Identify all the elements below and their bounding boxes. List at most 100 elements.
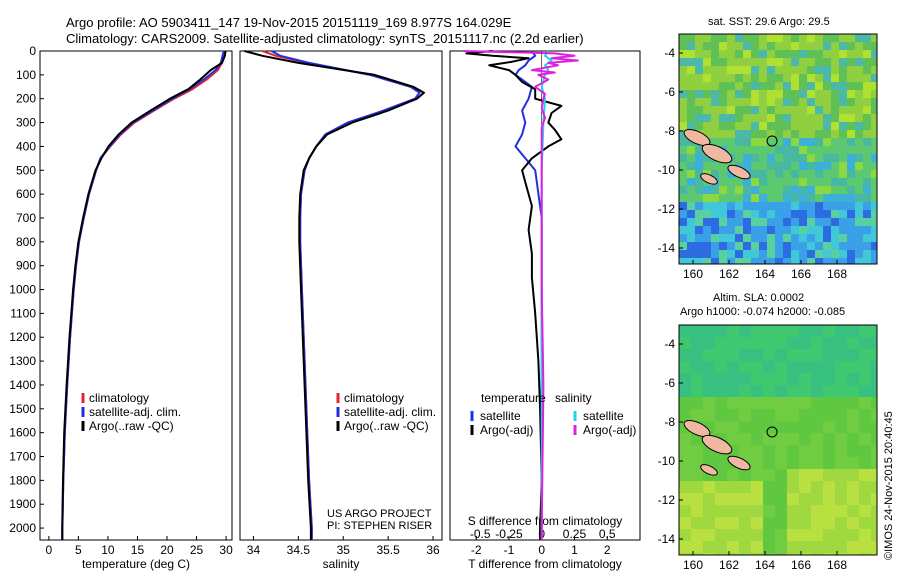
island-shape: [701, 143, 733, 164]
depth-tick-label: 600: [16, 187, 36, 201]
map-ytick-label: -10: [658, 163, 676, 177]
difference-profile-xtick-label: 0: [538, 543, 545, 557]
depth-tick-label: 1600: [9, 426, 36, 440]
map-ytick-label: -6: [664, 376, 675, 390]
temperature-profile-xlabel: temperature (deg C): [82, 557, 190, 571]
map-ytick-label: -4: [664, 46, 675, 60]
temperature-profile-frame: [39, 50, 233, 541]
profile-title: Argo profile: AO 5903411_147 19-Nov-2015…: [66, 15, 512, 30]
map-xtick-label: 164: [755, 267, 775, 281]
depth-tick-label: 1800: [9, 473, 36, 487]
salinity-profile-frame: [239, 50, 443, 541]
salinity-diff-tick-label: -0.5: [470, 527, 491, 541]
map-xtick-label: 162: [719, 558, 739, 572]
map-ytick-label: -12: [658, 493, 676, 507]
map-ytick-label: -12: [658, 202, 676, 216]
sla-map-subtitle: Argo h1000: -0.074 h2000: -0.085: [680, 306, 846, 318]
diff-legend-label: satellite: [480, 409, 521, 423]
map-xtick-label: 164: [755, 558, 775, 572]
temperature-profile-series-argo: [61, 50, 227, 540]
diff-legend-label: Argo(-adj): [583, 423, 636, 437]
sst-map-frame: [678, 33, 878, 265]
diff-legend-label: satellite: [583, 409, 624, 423]
map-ytick-label: -8: [664, 124, 675, 138]
difference-profile-xtick-label: -1: [504, 543, 515, 557]
sst-map: 160 162 164 166 168 -4 -6 -8 -10 -12 -14: [658, 33, 878, 281]
map-xtick-label: 168: [827, 558, 847, 572]
temperature-profile-series-climatology: [61, 50, 226, 540]
salinity-profile-xtick-label: 35: [337, 543, 351, 557]
depth-tick-label: 500: [16, 163, 36, 177]
difference-profile-series-temperature-satellite: [514, 50, 543, 540]
salinity-profile-xtick-label: 36: [426, 543, 440, 557]
temperature-profile-legend-label: Argo(..raw -QC): [89, 419, 174, 433]
depth-tick-label: 800: [16, 235, 36, 249]
salinity-diff-axis-label: S difference from climatology: [468, 514, 623, 528]
difference-profile-xlabel: T difference from climatology: [468, 557, 622, 571]
depth-tick-label: 1500: [9, 402, 36, 416]
project-credit: US ARGO PROJECT: [327, 508, 432, 520]
map-xtick-label: 160: [683, 267, 703, 281]
temperature-profile-xtick-label: 10: [101, 543, 115, 557]
temperature-profile-xtick-label: 15: [131, 543, 145, 557]
map-ytick-label: -6: [664, 85, 675, 99]
sla-map-frame: [678, 324, 878, 556]
temperature-profile-legend-label: climatology: [89, 391, 149, 405]
salinity-profile-xtick-label: 34: [247, 543, 261, 557]
salinity-profile-legend-label: Argo(..raw -QC): [344, 419, 429, 433]
depth-tick-label: 0: [29, 44, 36, 58]
depth-tick-label: 700: [16, 211, 36, 225]
difference-profile-xtick-label: 1: [571, 543, 578, 557]
argo-float-marker: [766, 426, 778, 438]
salinity-profile-xtick-label: 34.5: [287, 543, 311, 557]
depth-tick-label: 400: [16, 139, 36, 153]
depth-tick-label: 1700: [9, 450, 36, 464]
sla-map-title: Altim. SLA: 0.0002: [713, 292, 805, 304]
salinity-profile-xlabel: salinity: [323, 557, 360, 571]
salinity-profile-xtick-label: 35.5: [376, 543, 400, 557]
difference-profile-xtick-label: -2: [471, 543, 482, 557]
difference-profile-xtick-label: 2: [604, 543, 611, 557]
diff-legend-label: Argo(-adj): [480, 423, 533, 437]
depth-tick-label: 300: [16, 116, 36, 130]
temperature-profile-xtick-label: 5: [75, 543, 82, 557]
temperature-profile-series-satellite: [61, 50, 225, 540]
diff-legend-temperature-title: temperature: [481, 391, 546, 405]
map-xtick-label: 168: [827, 267, 847, 281]
salinity-profile-legend-label: climatology: [344, 391, 404, 405]
temperature-profile-xtick-label: 0: [46, 543, 53, 557]
depth-tick-label: 100: [16, 68, 36, 82]
difference-profile-frame: [449, 50, 641, 541]
map-ytick-label: -10: [658, 454, 676, 468]
sst-map-title: sat. SST: 29.6 Argo: 29.5: [708, 16, 830, 28]
salinity-diff-tick-label: 0.5: [599, 527, 616, 541]
island-shape: [701, 434, 733, 455]
map-ytick-label: -8: [664, 415, 675, 429]
depth-tick-label: 1200: [9, 330, 36, 344]
temperature-profile-xtick-label: 30: [219, 543, 233, 557]
map-xtick-label: 160: [683, 558, 703, 572]
map-xtick-label: 166: [791, 267, 811, 281]
salinity-profile-legend-label: satellite-adj. clim.: [344, 405, 436, 419]
island-shape: [700, 173, 718, 185]
depth-tick-label: 1900: [9, 497, 36, 511]
depth-tick-label: 2000: [9, 521, 36, 535]
salinity-diff-tick-label: 0.25: [563, 527, 587, 541]
depth-tick-label: 1400: [9, 378, 36, 392]
map-xtick-label: 166: [791, 558, 811, 572]
pi-credit: PI: STEPHEN RISER: [327, 520, 433, 532]
difference-profile-series-temperature-argo: [465, 50, 563, 540]
temperature-profile-xtick-label: 20: [160, 543, 174, 557]
difference-profile-series-salinity-argo: [463, 50, 579, 540]
island-shape: [727, 164, 751, 180]
salinity-profile-series-climatology: [262, 50, 421, 540]
island-shape: [683, 128, 711, 147]
salinity-profile-series-satellite: [270, 50, 421, 540]
island-shape: [700, 464, 718, 476]
map-ytick-label: -14: [658, 241, 676, 255]
map-ytick-label: -4: [664, 337, 675, 351]
diff-legend-salinity-title: salinity: [555, 391, 592, 405]
depth-tick-label: 900: [16, 259, 36, 273]
argo-float-marker: [766, 135, 778, 147]
temperature-profile-legend-label: satellite-adj. clim.: [89, 405, 181, 419]
